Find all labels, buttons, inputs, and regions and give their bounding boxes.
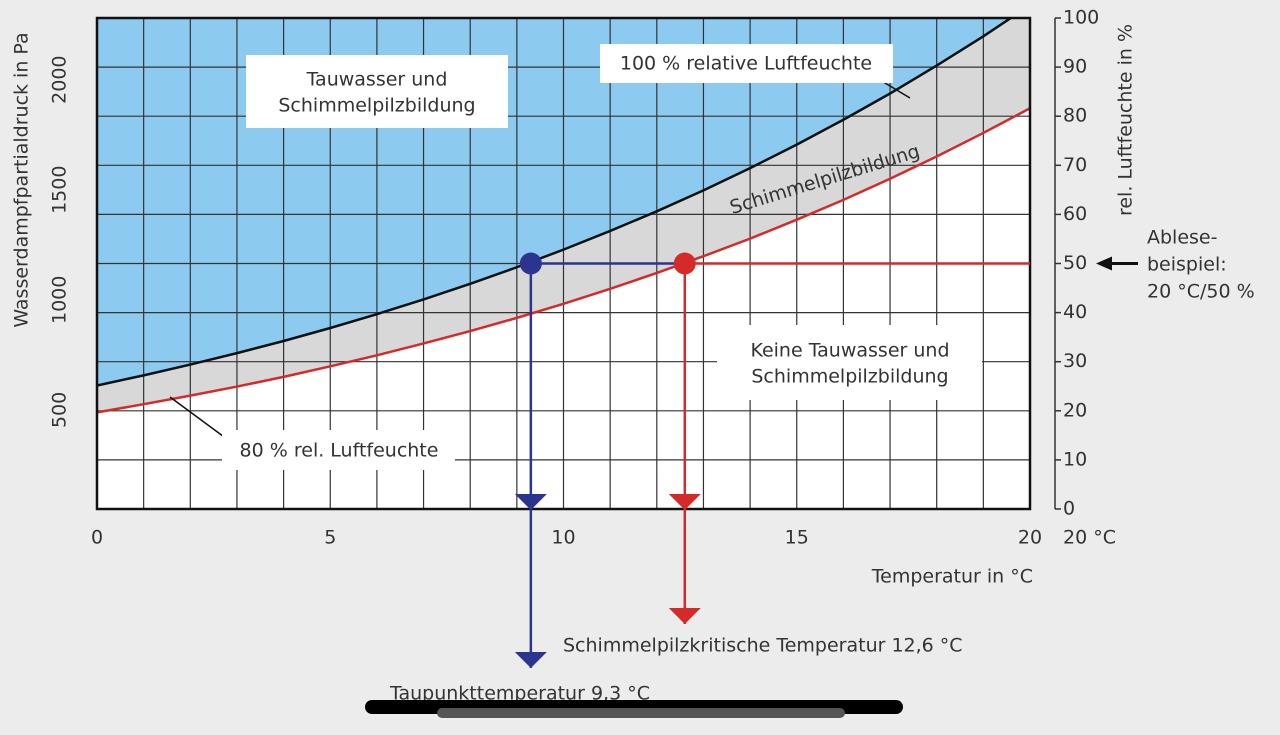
x-tick-label: 5 — [324, 527, 336, 549]
y2-tick-label: 100 — [1063, 7, 1099, 29]
y-tick-label: 500 — [49, 392, 71, 428]
annotation: beispiel: — [1147, 254, 1227, 276]
y2-tick-label: 60 — [1063, 203, 1087, 225]
arrow-head — [514, 652, 547, 668]
curve — [97, 18, 1014, 387]
x-tick-label: 20 — [1018, 527, 1042, 549]
annotation: Schimmelpilzkritische Temperatur 12,6 °C — [563, 635, 963, 657]
annotation: Schimmelpilzbildung — [278, 95, 475, 117]
y2-tick-label: 30 — [1063, 350, 1087, 372]
y-tick-label: 1000 — [49, 276, 71, 324]
annotation-box — [222, 430, 455, 470]
annotation: Schimmelpilzbildung — [751, 366, 948, 388]
annotation: Keine Tauwasser und — [750, 340, 949, 362]
annotation-box — [717, 325, 982, 400]
y2-tick-label: 50 — [1063, 252, 1087, 274]
arrow-head — [668, 494, 701, 510]
example-point — [519, 252, 542, 275]
y2-tick-label: 20 — [1063, 399, 1087, 421]
y2-tick-label: 90 — [1063, 56, 1087, 78]
x-axis-label: Temperatur in °C — [871, 566, 1033, 588]
annotation: Tauwasser und — [306, 69, 448, 91]
annotation: Taupunkttemperatur 9,3 °C — [389, 683, 650, 705]
x-tick-label: 10 — [551, 527, 575, 549]
y2-tick-label: 0 — [1063, 498, 1075, 520]
y2-axis-label: rel. Luftfeuchte in % — [1115, 24, 1137, 216]
y2-tick-label: 70 — [1063, 154, 1087, 176]
y2-reference: 20 °C — [1063, 527, 1116, 549]
x-tick-label: 0 — [91, 527, 103, 549]
overlay: 0 5 10 15 20 500 1000 1500 2000 0 10 20 30 40 50 60 70 80… — [11, 7, 1255, 705]
y2-tick-label: 40 — [1063, 301, 1087, 323]
y2-tick-label: 10 — [1063, 448, 1087, 470]
curves — [97, 18, 1030, 414]
pointer-head — [1096, 256, 1112, 271]
curve — [97, 107, 1030, 414]
home-indicator-inner — [437, 708, 845, 718]
annotation: 100 % relative Luftfeuchte — [620, 53, 872, 75]
y-tick-label: 2000 — [49, 55, 71, 103]
annotation: Ablese- — [1147, 227, 1217, 249]
arrow-head — [514, 494, 547, 510]
y-tick-label: 1500 — [49, 166, 71, 214]
annotation-box — [246, 55, 508, 128]
y-axis-label: Wasserdampfpartialdruck in Pa — [11, 32, 33, 327]
x-tick-label: 15 — [785, 527, 809, 549]
annotation: 20 °C/50 % — [1147, 281, 1255, 303]
y2-tick-label: 80 — [1063, 105, 1087, 127]
arrow-head — [668, 608, 701, 624]
annotation: 80 % rel. Luftfeuchte — [240, 440, 439, 462]
annotation-box — [600, 44, 893, 83]
example-point — [673, 252, 696, 275]
